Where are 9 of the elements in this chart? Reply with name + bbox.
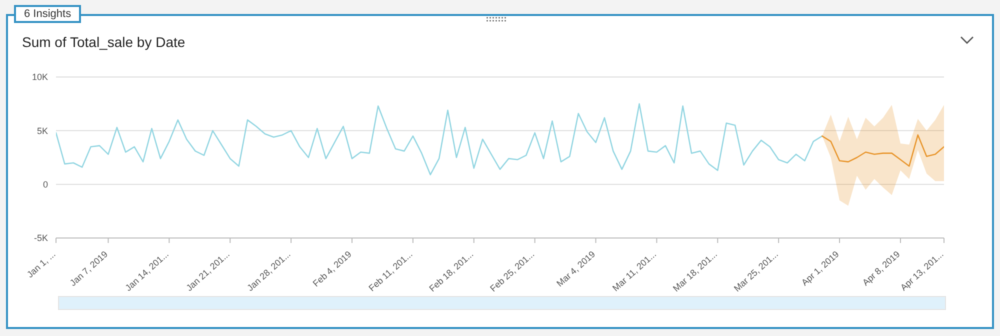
line-series bbox=[821, 134, 944, 167]
y-tick-label: 0 bbox=[42, 180, 48, 190]
text: 6 Insights bbox=[14, 5, 82, 23]
line-series bbox=[56, 103, 823, 176]
y-tick-label: 5K bbox=[36, 126, 48, 136]
y-tick-label: 10K bbox=[32, 72, 48, 82]
y-tick-label: -5K bbox=[34, 233, 48, 244]
chart-title: Sum of Total_sale by Date bbox=[22, 34, 186, 50]
x-tick-label: Jan 1, ... bbox=[24, 249, 58, 280]
